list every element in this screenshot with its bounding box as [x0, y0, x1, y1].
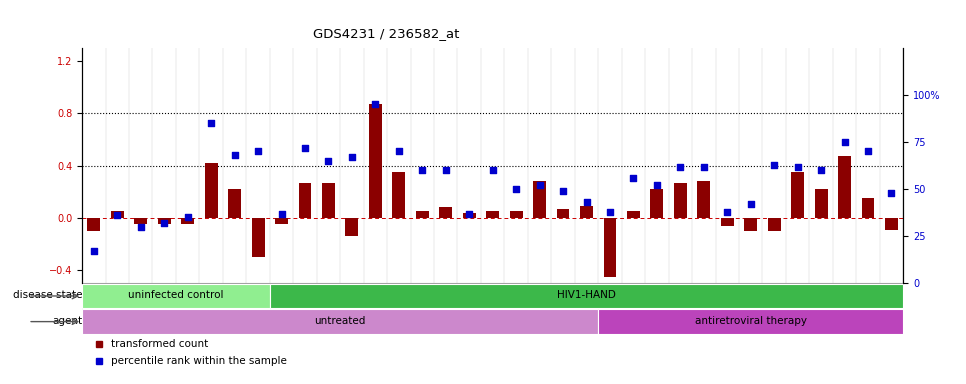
Point	[227, 152, 242, 158]
Bar	[440, 207, 452, 218]
Point	[273, 210, 289, 217]
Bar	[82, 309, 598, 334]
Bar	[369, 104, 382, 218]
Bar	[533, 181, 546, 218]
Bar	[322, 182, 335, 218]
Bar	[346, 218, 358, 236]
Bar	[82, 284, 270, 308]
Point	[696, 164, 712, 170]
Bar	[205, 163, 217, 218]
Bar	[580, 206, 593, 218]
Point	[720, 209, 735, 215]
Bar	[463, 213, 475, 218]
Point	[485, 167, 500, 173]
Point	[250, 148, 266, 154]
Point	[180, 214, 195, 220]
Bar	[87, 218, 100, 231]
Point	[204, 120, 219, 126]
Point	[414, 167, 430, 173]
Text: agent: agent	[52, 316, 82, 326]
Text: antiretroviral therapy: antiretroviral therapy	[695, 316, 807, 326]
Point	[156, 220, 172, 226]
Point	[109, 212, 125, 218]
Bar	[838, 156, 851, 218]
Bar	[885, 218, 898, 230]
Bar	[157, 218, 171, 224]
Point	[884, 190, 899, 196]
Point	[133, 223, 149, 230]
Point	[298, 145, 313, 151]
Bar	[228, 189, 242, 218]
Bar	[744, 218, 757, 231]
Bar	[604, 218, 616, 276]
Text: HIV1-HAND: HIV1-HAND	[557, 290, 616, 300]
Bar	[298, 182, 311, 218]
Point	[508, 186, 524, 192]
Text: disease state: disease state	[13, 290, 82, 300]
Point	[743, 201, 758, 207]
Point	[579, 199, 594, 205]
Text: GDS4231 / 236582_at: GDS4231 / 236582_at	[313, 27, 460, 40]
Point	[672, 164, 688, 170]
Bar	[556, 209, 570, 218]
Bar	[814, 189, 828, 218]
Bar	[791, 172, 804, 218]
Bar	[697, 181, 710, 218]
Point	[602, 209, 617, 215]
Bar	[862, 198, 874, 218]
Bar	[415, 211, 429, 218]
Bar	[627, 211, 639, 218]
Point	[649, 182, 665, 189]
Text: transformed count: transformed count	[111, 339, 208, 349]
Point	[532, 182, 548, 189]
Bar	[111, 211, 124, 218]
Point	[813, 167, 829, 173]
Bar	[650, 189, 664, 218]
Text: uninfected control: uninfected control	[128, 290, 224, 300]
Bar	[270, 284, 903, 308]
Bar	[510, 211, 523, 218]
Bar	[251, 218, 265, 257]
Point	[438, 167, 453, 173]
Point	[86, 248, 101, 254]
Bar	[134, 218, 147, 224]
Point	[321, 158, 336, 164]
Point	[391, 148, 407, 154]
Bar	[392, 172, 406, 218]
Point	[837, 139, 852, 145]
Point	[626, 175, 641, 181]
Point	[344, 154, 359, 160]
Bar	[674, 182, 687, 218]
Point	[368, 101, 384, 108]
Bar	[275, 218, 288, 224]
Point	[766, 162, 781, 168]
Point	[861, 148, 876, 154]
Bar	[768, 218, 781, 231]
Point	[555, 188, 571, 194]
Bar	[721, 218, 734, 226]
Bar	[486, 211, 499, 218]
Point	[790, 164, 806, 170]
Text: untreated: untreated	[315, 316, 366, 326]
Text: percentile rank within the sample: percentile rank within the sample	[111, 356, 287, 366]
Bar	[598, 309, 903, 334]
Point	[462, 210, 477, 217]
Bar	[182, 218, 194, 224]
